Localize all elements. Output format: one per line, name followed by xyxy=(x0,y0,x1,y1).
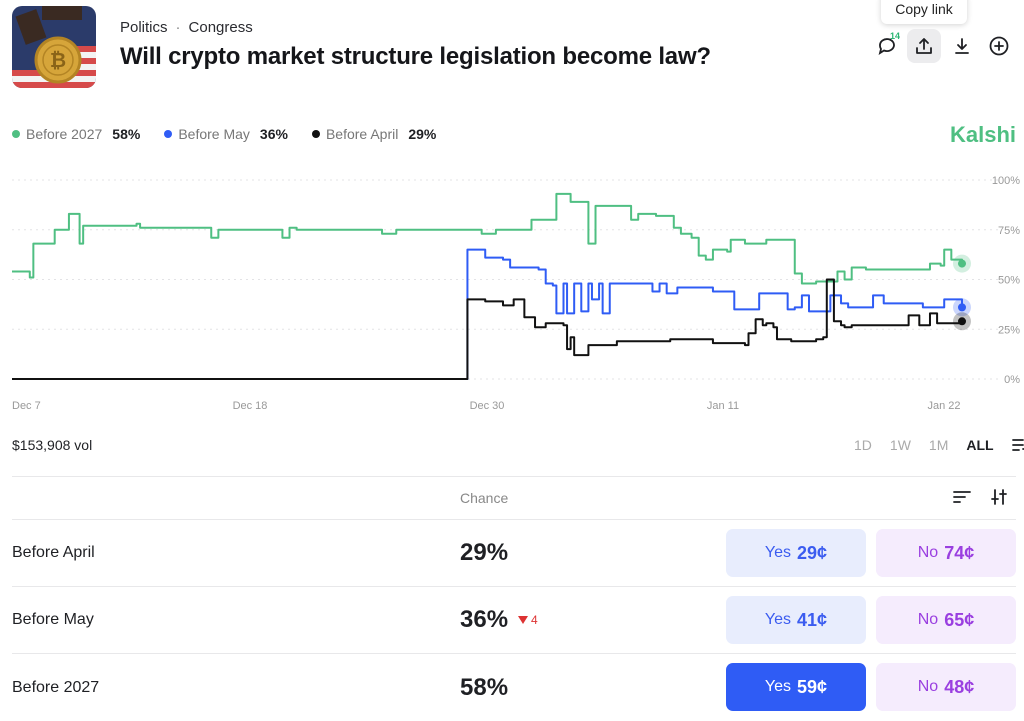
divider xyxy=(12,586,1016,587)
add-to-watchlist-button[interactable] xyxy=(982,29,1016,63)
chance-column-header: Chance xyxy=(460,490,509,506)
add-series-icon[interactable] xyxy=(1011,438,1024,452)
yes-price: 41¢ xyxy=(797,609,828,630)
volume-label: $153,908 vol xyxy=(12,437,93,453)
legend-value: 29% xyxy=(408,126,437,142)
chance-value: 58% xyxy=(460,674,509,701)
no-price: 74¢ xyxy=(944,542,975,563)
series-line-before-2027 xyxy=(12,192,963,285)
divider xyxy=(12,653,1016,654)
buy-yes-button[interactable]: Yes 59¢ xyxy=(726,663,866,711)
legend-item-before-may[interactable]: Before May 36% xyxy=(164,126,288,142)
buy-yes-button[interactable]: Yes 41¢ xyxy=(726,596,866,644)
time-range-selector: 1D 1W 1M ALL xyxy=(854,437,1024,453)
comment-count-badge: 14 xyxy=(890,31,901,41)
chart-legend: Before 2027 58% Before May 36% Before Ap… xyxy=(12,126,436,142)
no-label: No xyxy=(917,544,939,561)
comment-icon xyxy=(878,38,895,55)
yes-label: Yes xyxy=(764,544,792,561)
y-tick-label: 25% xyxy=(998,324,1020,336)
x-tick-label: Dec 30 xyxy=(470,400,505,412)
series-end-point xyxy=(958,259,966,268)
series-end-point xyxy=(958,317,966,326)
legend-swatch xyxy=(164,130,173,138)
filter-icon[interactable] xyxy=(990,488,1008,506)
download-button[interactable] xyxy=(945,29,979,63)
buy-no-button[interactable]: No 74¢ xyxy=(876,529,1016,577)
y-tick-label: 100% xyxy=(992,175,1020,187)
legend-item-before-2027[interactable]: Before 2027 58% xyxy=(12,126,140,142)
legend-value: 36% xyxy=(259,126,288,142)
x-tick-label: Jan 22 xyxy=(927,400,960,412)
share-icon xyxy=(916,38,932,54)
x-tick-label: Jan 11 xyxy=(707,400,739,412)
y-tick-label: 75% xyxy=(998,225,1020,237)
breadcrumb-category[interactable]: Politics xyxy=(120,19,168,36)
no-price: 65¢ xyxy=(944,609,975,630)
series-line-before-april xyxy=(12,278,963,380)
series-line-before-may xyxy=(12,248,963,380)
buy-yes-button[interactable]: Yes 29¢ xyxy=(726,529,866,577)
legend-label: Before May xyxy=(178,126,250,142)
outcome-label[interactable]: Before May xyxy=(12,611,94,628)
no-label: No xyxy=(917,678,939,695)
chance-value: 29% xyxy=(460,539,509,566)
range-1w[interactable]: 1W xyxy=(889,437,911,453)
legend-swatch xyxy=(311,130,320,138)
market-thumbnail: ₿ xyxy=(12,6,96,88)
range-all[interactable]: ALL xyxy=(966,437,994,453)
yes-price: 29¢ xyxy=(797,542,828,563)
sort-icon[interactable] xyxy=(953,490,971,504)
delta-value: 4 xyxy=(531,613,538,627)
plus-circle-icon xyxy=(989,36,1009,56)
breadcrumb-subcategory[interactable]: Congress xyxy=(188,19,253,36)
breadcrumb: Politics · Congress xyxy=(120,19,253,36)
breadcrumb-separator: · xyxy=(175,19,181,36)
yes-label: Yes xyxy=(764,611,792,628)
price-chart[interactable]: 100% 75% 50% 25% 0% Dec 7 Dec 18 Dec 30 Jan 11 Ja… xyxy=(0,165,1024,415)
outcome-chance: 29% xyxy=(460,539,508,567)
yes-label: Yes xyxy=(764,678,792,695)
buy-no-button[interactable]: No 65¢ xyxy=(876,596,1016,644)
series-end-point xyxy=(958,303,966,312)
download-icon xyxy=(955,38,969,54)
x-tick-label: Dec 18 xyxy=(233,400,268,412)
yes-price: 59¢ xyxy=(797,676,828,697)
outcome-label[interactable]: Before 2027 xyxy=(12,679,100,696)
svg-text:₿: ₿ xyxy=(50,50,66,72)
no-label: No xyxy=(917,611,939,628)
outcome-label[interactable]: Before April xyxy=(12,544,95,561)
kalshi-logo: Kalshi xyxy=(950,122,1017,147)
legend-value: 58% xyxy=(112,126,141,142)
outcome-chance: 36% 4 xyxy=(460,606,538,634)
page-title: Will crypto market structure legislation… xyxy=(120,43,711,70)
down-arrow-icon xyxy=(518,616,529,624)
comments-button[interactable] xyxy=(870,29,904,63)
outcome-chance: 58% xyxy=(460,674,508,702)
share-button[interactable] xyxy=(907,29,941,63)
y-tick-label: 0% xyxy=(1004,374,1020,386)
divider xyxy=(12,476,1016,477)
copy-link-tooltip: Copy link xyxy=(881,0,967,24)
no-price: 48¢ xyxy=(944,676,975,697)
range-1m[interactable]: 1M xyxy=(928,437,949,453)
divider xyxy=(12,519,1016,520)
y-tick-label: 50% xyxy=(998,275,1020,287)
legend-swatch xyxy=(12,130,20,138)
buy-no-button[interactable]: No 48¢ xyxy=(876,663,1016,711)
legend-item-before-april[interactable]: Before April 29% xyxy=(311,126,437,142)
chance-value: 36% xyxy=(460,606,509,633)
legend-label: Before April xyxy=(325,126,399,142)
x-tick-label: Dec 7 xyxy=(12,400,41,412)
range-1d[interactable]: 1D xyxy=(854,437,872,453)
chance-delta: 4 xyxy=(518,613,538,627)
legend-label: Before 2027 xyxy=(26,126,103,142)
